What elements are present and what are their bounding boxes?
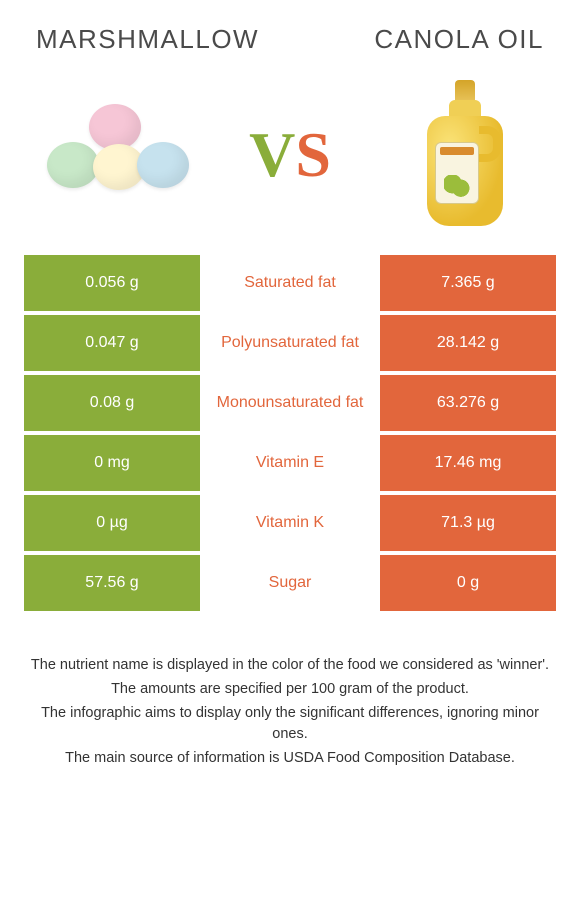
right-value: 0 g <box>380 555 556 611</box>
nutrient-label: Polyunsaturated fat <box>200 315 380 371</box>
vs-label: VS <box>249 118 331 192</box>
nutrient-label: Saturated fat <box>200 255 380 311</box>
right-value: 7.365 g <box>380 255 556 311</box>
table-row: 0.056 gSaturated fat7.365 g <box>24 255 556 311</box>
left-value: 0.047 g <box>24 315 200 371</box>
right-food-image <box>384 80 544 230</box>
left-value: 0.08 g <box>24 375 200 431</box>
footnote-line: The amounts are specified per 100 gram o… <box>30 679 550 701</box>
left-food-title: MARSHMALLOW <box>36 24 259 55</box>
right-value: 17.46 mg <box>380 435 556 491</box>
table-row: 0 µgVitamin K71.3 µg <box>24 495 556 551</box>
left-value: 0.056 g <box>24 255 200 311</box>
vs-s: S <box>295 119 331 190</box>
table-row: 57.56 gSugar0 g <box>24 555 556 611</box>
left-value: 0 µg <box>24 495 200 551</box>
nutrient-label: Vitamin K <box>200 495 380 551</box>
oil-bottle-icon <box>419 80 509 230</box>
header: MARSHMALLOW CANOLA OIL <box>0 0 580 65</box>
table-row: 0.08 gMonounsaturated fat63.276 g <box>24 375 556 431</box>
nutrient-label: Sugar <box>200 555 380 611</box>
hero-row: VS <box>0 65 580 255</box>
table-row: 0.047 gPolyunsaturated fat28.142 g <box>24 315 556 371</box>
footnotes: The nutrient name is displayed in the co… <box>0 615 580 770</box>
footnote-line: The infographic aims to display only the… <box>30 703 550 747</box>
nutrient-label: Vitamin E <box>200 435 380 491</box>
left-value: 57.56 g <box>24 555 200 611</box>
right-value: 28.142 g <box>380 315 556 371</box>
comparison-table: 0.056 gSaturated fat7.365 g0.047 gPolyun… <box>0 255 580 611</box>
right-value: 63.276 g <box>380 375 556 431</box>
table-row: 0 mgVitamin E17.46 mg <box>24 435 556 491</box>
footnote-line: The main source of information is USDA F… <box>30 748 550 770</box>
left-value: 0 mg <box>24 435 200 491</box>
right-value: 71.3 µg <box>380 495 556 551</box>
footnote-line: The nutrient name is displayed in the co… <box>30 655 550 677</box>
nutrient-label: Monounsaturated fat <box>200 375 380 431</box>
marshmallow-icon <box>41 100 191 210</box>
left-food-image <box>36 80 196 230</box>
vs-v: V <box>249 119 295 190</box>
right-food-title: CANOLA OIL <box>374 24 544 55</box>
